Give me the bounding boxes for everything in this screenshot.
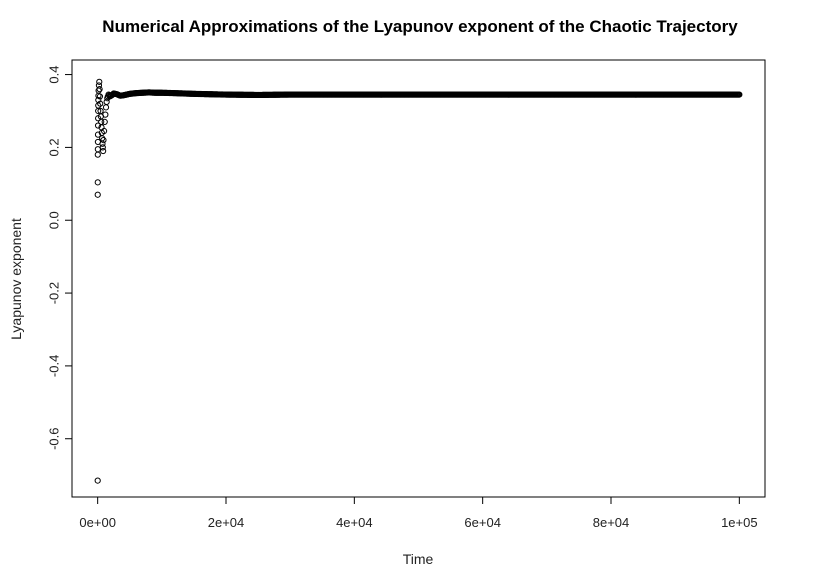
- x-tick-label: 6e+04: [464, 515, 501, 530]
- data-point: [100, 127, 108, 135]
- y-axis-label: Lyapunov exponent: [8, 218, 24, 340]
- data-point: [94, 151, 101, 158]
- data-point: [99, 144, 106, 151]
- x-axis-label: Time: [403, 551, 434, 567]
- x-tick-label: 8e+04: [593, 515, 630, 530]
- y-tick-label: -0.4: [46, 355, 61, 377]
- data-point: [735, 91, 742, 98]
- y-tick-label: 0.0: [46, 211, 61, 229]
- y-tick-label: 0.2: [46, 138, 61, 156]
- data-point: [96, 86, 103, 93]
- data-point: [94, 477, 101, 484]
- chart-title: Numerical Approximations of the Lyapunov…: [102, 17, 738, 36]
- data-point: [94, 191, 101, 198]
- data-point: [100, 137, 107, 144]
- y-tick-label: -0.6: [46, 428, 61, 450]
- x-tick-label: 2e+04: [208, 515, 245, 530]
- data-point: [94, 122, 102, 129]
- data-point: [94, 131, 102, 138]
- y-axis: -0.6 -0.4 -0.2 0.0 0.2 0.4: [46, 66, 73, 450]
- y-tick-label: -0.2: [46, 282, 61, 304]
- data-point: [103, 98, 110, 105]
- data-point: [102, 111, 109, 118]
- data-point: [100, 147, 107, 155]
- x-axis: 0e+00 2e+04 4e+04 6e+04 8e+04 1e+05: [79, 496, 758, 530]
- data-point: [94, 179, 101, 186]
- data-point: [96, 78, 103, 85]
- data-point: [96, 93, 104, 100]
- data-point: [102, 104, 110, 111]
- x-tick-label: 0e+00: [79, 515, 116, 530]
- plot-frame: [71, 59, 766, 498]
- data-points: [94, 78, 743, 484]
- data-point: [101, 118, 108, 126]
- x-tick-label: 4e+04: [336, 515, 373, 530]
- data-point: [95, 82, 103, 89]
- x-tick-label: 1e+05: [721, 515, 758, 530]
- data-point: [94, 146, 101, 153]
- y-tick-label: 0.4: [46, 66, 61, 84]
- data-point: [97, 100, 104, 107]
- data-point: [99, 140, 106, 147]
